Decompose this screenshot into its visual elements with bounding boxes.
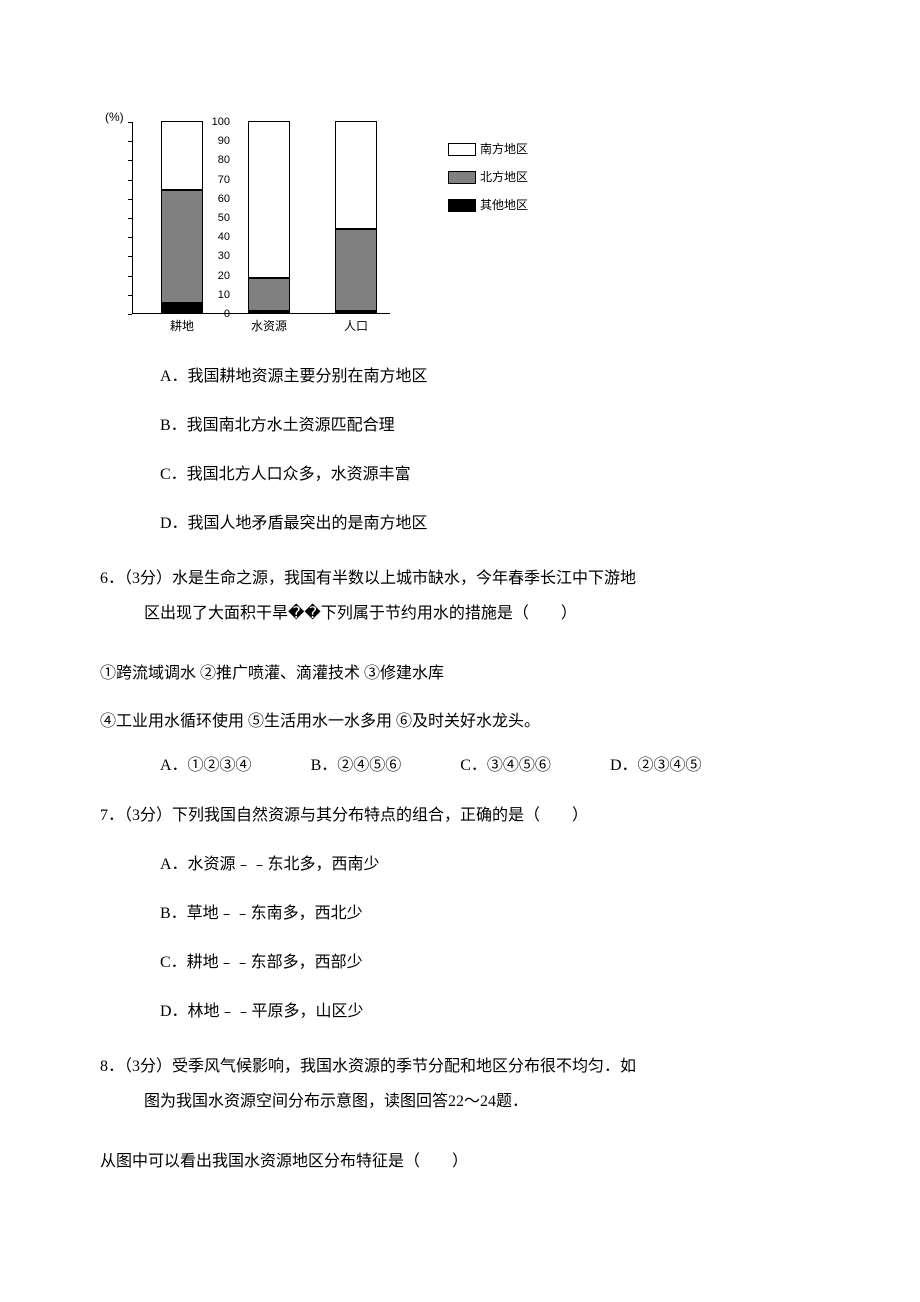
legend-swatch <box>448 171 476 184</box>
q5-option-d: D．我国人地矛盾最突出的是南方地区 <box>160 512 820 536</box>
bar-segment-black <box>335 311 377 313</box>
legend-label: 北方地区 <box>480 168 528 186</box>
q7: 7．（3分）下列我国自然资源与其分布特点的组合，正确的是（ ） <box>100 798 820 833</box>
q6-text-line2: 区出现了大面积干旱��下列属于节约用水的措施是（ ） <box>100 596 820 631</box>
q6-number: 6． <box>100 570 124 587</box>
legend-swatch <box>448 199 476 212</box>
q6-items-line1: ①跨流域调水 ②推广喷灌、滴灌技术 ③修建水库 <box>100 656 820 691</box>
bar-group: 水资源 <box>248 121 290 313</box>
q6-option-d: D．②③④⑤ <box>610 754 702 778</box>
q5-option-c: C．我国北方人口众多，水资源丰富 <box>160 463 820 487</box>
legend-swatch <box>448 143 476 156</box>
chart-container: (%) 0102030405060708090100 耕地水资源人口 南方地区北… <box>100 110 820 330</box>
q6-items-line2: ④工业用水循环使用 ⑤生活用水一水多用 ⑥及时关好水龙头。 <box>100 704 820 739</box>
q6-option-c: C．③④⑤⑥ <box>460 754 551 778</box>
q6-text-line1: 水是生命之源，我国有半数以上城市缺水，今年春季长江中下游地 <box>172 570 636 587</box>
legend-item: 其他地区 <box>448 196 528 214</box>
q8-final-question: 从图中可以看出我国水资源地区分布特征是（ ） <box>100 1144 820 1179</box>
bar-segment-black <box>248 311 290 313</box>
q5-option-b: B．我国南北方水土资源匹配合理 <box>160 414 820 438</box>
bar-segment-white <box>248 121 290 278</box>
x-axis-label: 耕地 <box>170 317 194 335</box>
q6-option-b: B．②④⑤⑥ <box>311 754 402 778</box>
q8: 8．（3分）受季风气候影响，我国水资源的季节分配和地区分布很不均匀．如 图为我国… <box>100 1049 820 1119</box>
q5-option-a: A．我国耕地资源主要分别在南方地区 <box>160 365 820 389</box>
legend-label: 其他地区 <box>480 196 528 214</box>
bar-segment-gray <box>161 190 203 303</box>
q7-text: 下列我国自然资源与其分布特点的组合，正确的是（ ） <box>172 807 588 824</box>
bar-segment-gray <box>248 278 290 311</box>
q7-option-a: A．水资源﹣﹣东北多，西南少 <box>160 853 820 877</box>
q6-options: A．①②③④ B．②④⑤⑥ C．③④⑤⑥ D．②③④⑤ <box>100 754 820 778</box>
bar-group: 人口 <box>335 121 377 313</box>
q8-text-line1: 受季风气候影响，我国水资源的季节分配和地区分布很不均匀．如 <box>172 1058 636 1075</box>
bar-segment-white <box>161 121 203 190</box>
legend-item: 南方地区 <box>448 140 528 158</box>
q7-options: A．水资源﹣﹣东北多，西南少 B．草地﹣﹣东南多，西北少 C．耕地﹣﹣东部多，西… <box>100 853 820 1024</box>
q8-text-line2: 图为我国水资源空间分布示意图，读图回答22～24题． <box>100 1084 820 1119</box>
q7-option-d: D．林地﹣﹣平原多，山区少 <box>160 1000 820 1024</box>
legend-label: 南方地区 <box>480 140 528 158</box>
q7-option-b: B．草地﹣﹣东南多，西北少 <box>160 902 820 926</box>
q7-option-c: C．耕地﹣﹣东部多，西部少 <box>160 951 820 975</box>
bar-chart: (%) 0102030405060708090100 耕地水资源人口 南方地区北… <box>100 110 460 330</box>
q6-points: （3分） <box>124 570 172 587</box>
q7-points: （3分） <box>124 807 172 824</box>
q6-option-a: A．①②③④ <box>160 754 252 778</box>
bar-group: 耕地 <box>161 121 203 313</box>
q5-options: A．我国耕地资源主要分别在南方地区 B．我国南北方水土资源匹配合理 C．我国北方… <box>100 365 820 536</box>
bar-segment-black <box>161 303 203 313</box>
q8-number: 8． <box>100 1058 124 1075</box>
bar-segment-gray <box>335 229 377 312</box>
q7-number: 7． <box>100 807 124 824</box>
q8-points: （3分） <box>124 1058 172 1075</box>
x-axis-label: 水资源 <box>251 317 287 335</box>
legend-item: 北方地区 <box>448 168 528 186</box>
bar-segment-white <box>335 121 377 229</box>
x-axis-label: 人口 <box>344 317 368 335</box>
q6: 6．（3分）水是生命之源，我国有半数以上城市缺水，今年春季长江中下游地 区出现了… <box>100 561 820 631</box>
ytick-mark <box>128 314 132 315</box>
y-axis-label: (%) <box>105 108 124 126</box>
chart-plot-area: 耕地 水资源 人口 <box>132 122 390 314</box>
chart-legend: 南方地区北方地区其他地区 <box>448 140 528 224</box>
